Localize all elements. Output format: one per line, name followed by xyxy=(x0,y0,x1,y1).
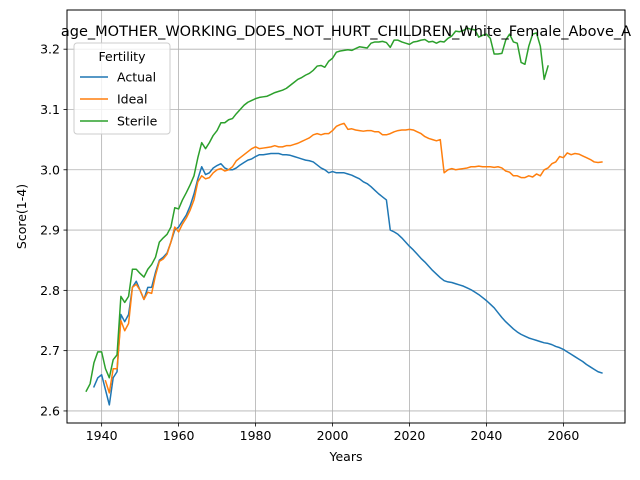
chart-title: age_MOTHER_WORKING_DOES_NOT_HURT_CHILDRE… xyxy=(61,24,631,40)
legend-title: Fertility xyxy=(99,49,147,64)
axes-frame xyxy=(66,9,626,424)
x-tick-label: 2060 xyxy=(548,428,580,443)
x-tick-label: 1960 xyxy=(163,428,195,443)
y-tick-label: 3.2 xyxy=(40,42,60,57)
x-tick-label: 2020 xyxy=(394,428,426,443)
series-line-ideal xyxy=(104,122,603,394)
y-tick-label: 2.9 xyxy=(40,223,60,238)
legend-items: Actual Ideal Sterile xyxy=(80,70,158,129)
series-line-actual xyxy=(92,152,603,406)
y-tick-label: 2.6 xyxy=(40,403,60,418)
y-tick-label: 3.0 xyxy=(40,162,60,177)
legend: Fertility Actual Ideal Sterile xyxy=(73,42,171,135)
y-axis-ticks: 2.6 2.7 2.8 2.9 3.0 3.1 3.2 xyxy=(40,42,67,418)
x-tick-label: 2040 xyxy=(471,428,503,443)
series-lines xyxy=(85,27,603,406)
x-axis-ticks: 1940 1960 1980 2000 2020 2040 2060 xyxy=(86,423,580,443)
grid-lines xyxy=(67,10,625,423)
x-tick-label: 1940 xyxy=(86,428,118,443)
y-tick-label: 3.1 xyxy=(40,102,60,117)
legend-label-sterile: Sterile xyxy=(117,114,158,129)
y-axis-label: Score(1-4) xyxy=(14,184,29,249)
legend-box xyxy=(73,42,171,135)
y-tick-label: 2.8 xyxy=(40,283,60,298)
x-tick-label: 1980 xyxy=(240,428,272,443)
series-line-sterile xyxy=(85,27,549,393)
legend-label-actual: Actual xyxy=(117,70,156,85)
y-tick-label: 2.7 xyxy=(40,343,60,358)
legend-label-ideal: Ideal xyxy=(117,92,147,107)
x-tick-label: 2000 xyxy=(317,428,349,443)
x-axis-label: Years xyxy=(329,449,363,464)
